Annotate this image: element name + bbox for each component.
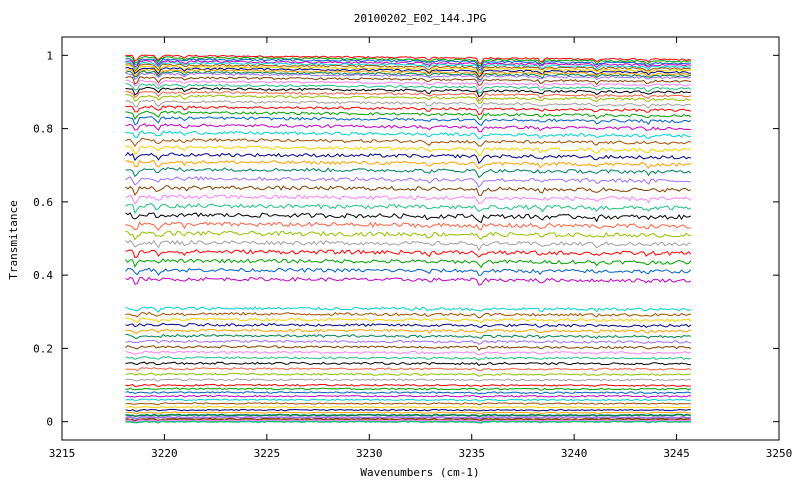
series-line [125, 123, 692, 133]
series-line [125, 344, 692, 351]
series-line [125, 203, 692, 215]
series-line [125, 159, 692, 170]
series-line [125, 239, 692, 252]
series-line [125, 110, 692, 121]
series-line [125, 68, 691, 79]
series-line [125, 413, 692, 418]
series-line [125, 66, 691, 78]
series-line [125, 420, 691, 424]
y-tick-label: 0.8 [33, 123, 53, 136]
series-line [125, 167, 692, 179]
series-line [125, 130, 691, 140]
series-line [125, 356, 692, 361]
series-line [125, 311, 692, 319]
series-line [125, 411, 691, 415]
series-line [125, 328, 692, 334]
series-line [125, 306, 692, 313]
series-line [125, 267, 692, 277]
x-tick-label: 3235 [458, 447, 485, 460]
series-line [125, 90, 692, 102]
series-line [125, 185, 692, 196]
series-line [125, 54, 692, 64]
series-line [125, 402, 691, 406]
x-tick-label: 3240 [561, 447, 588, 460]
series-line [125, 58, 691, 69]
series-line [125, 350, 692, 356]
x-axis-ticks: 3215 3220 3225 3230 3235 3240 3245 3250 [49, 37, 793, 460]
series-line [125, 83, 692, 94]
x-tick-label: 3250 [766, 447, 793, 460]
series-line [125, 86, 692, 98]
series-line [125, 372, 692, 377]
series-line [125, 249, 692, 258]
series-line [125, 151, 692, 165]
series-line [125, 387, 692, 392]
series-line [125, 383, 691, 388]
x-tick-label: 3220 [151, 447, 178, 460]
x-tick-label: 3215 [49, 447, 76, 460]
series-line [125, 258, 692, 269]
series-line [125, 230, 691, 241]
x-tick-label: 3230 [356, 447, 383, 460]
series-line [125, 405, 691, 409]
series-line [125, 276, 692, 286]
chart-title: 20100202_E02_144.JPG [354, 12, 486, 25]
series-line [125, 79, 691, 91]
series-line [125, 55, 691, 67]
y-tick-label: 1 [46, 49, 53, 62]
series-line [125, 94, 691, 104]
x-tick-label: 3245 [663, 447, 690, 460]
series-line [125, 116, 692, 127]
series-line [125, 63, 691, 75]
series-line [125, 367, 692, 372]
x-axis-label: Wavenumbers (cm-1) [360, 466, 479, 479]
y-tick-label: 0 [46, 416, 53, 429]
y-tick-label: 0.4 [33, 269, 53, 282]
series-line [125, 333, 692, 340]
series-line [125, 417, 692, 422]
y-axis-ticks: 0 0.2 0.4 0.6 0.8 1 [33, 49, 779, 429]
series-line [125, 378, 692, 382]
y-tick-label: 0.6 [33, 196, 53, 209]
series-line [125, 415, 692, 420]
series-line [125, 317, 692, 324]
series-line [125, 59, 691, 71]
series-line [125, 64, 692, 75]
y-tick-label: 0.2 [33, 342, 53, 355]
series-line [125, 361, 691, 367]
series-line [125, 398, 691, 402]
series-line [125, 322, 692, 329]
y-axis-label: Transmitance [7, 200, 20, 279]
series-line [125, 394, 691, 399]
series-line [125, 221, 691, 231]
plot-frame [61, 36, 780, 441]
series-line [125, 105, 692, 116]
series-line [125, 72, 692, 83]
series-line [125, 212, 692, 224]
series-line [125, 194, 692, 205]
series-line [125, 145, 691, 157]
series-line [125, 99, 692, 109]
series-line [125, 391, 692, 395]
series-line [125, 76, 691, 87]
series-lines [125, 54, 692, 424]
x-tick-label: 3225 [254, 447, 281, 460]
series-line [125, 339, 692, 345]
series-line [125, 137, 692, 148]
series-line [125, 175, 691, 188]
series-line [125, 61, 692, 72]
series-line [125, 408, 691, 412]
series-line [125, 70, 692, 81]
